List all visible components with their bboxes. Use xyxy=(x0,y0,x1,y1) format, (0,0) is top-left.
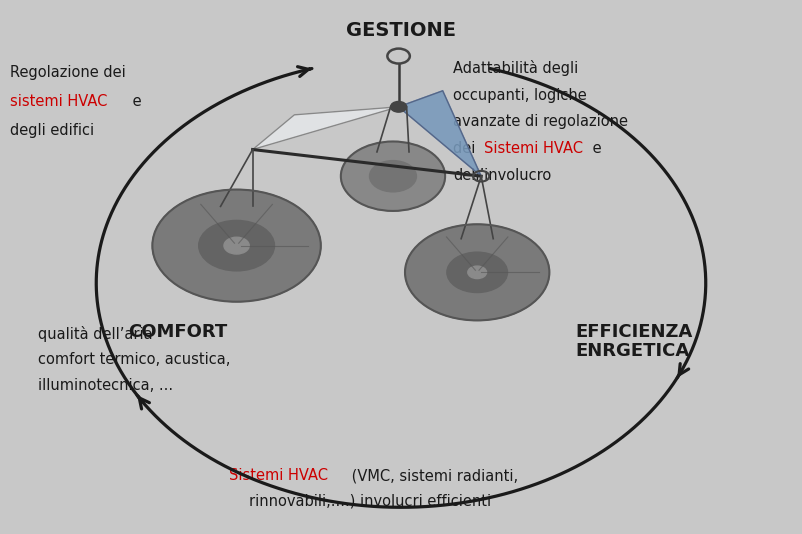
Text: illuminotecnica, ...: illuminotecnica, ... xyxy=(38,378,173,393)
Text: Regolazione dei: Regolazione dei xyxy=(10,65,125,80)
Text: GESTIONE: GESTIONE xyxy=(346,21,456,41)
Text: Adattabilità degli: Adattabilità degli xyxy=(453,60,578,76)
Text: e: e xyxy=(128,94,142,109)
Circle shape xyxy=(405,224,549,320)
Polygon shape xyxy=(253,107,399,150)
Text: (VMC, sistemi radianti,: (VMC, sistemi radianti, xyxy=(347,468,518,483)
Text: Sistemi HVAC: Sistemi HVAC xyxy=(484,141,582,156)
Text: degli edifici: degli edifici xyxy=(10,123,94,138)
Text: occupanti, logiche: occupanti, logiche xyxy=(453,88,587,103)
Circle shape xyxy=(341,142,445,211)
Circle shape xyxy=(468,266,487,279)
Text: EFFICIENZA
ENRGETICA: EFFICIENZA ENRGETICA xyxy=(576,323,693,360)
Polygon shape xyxy=(399,91,481,176)
Circle shape xyxy=(224,237,249,254)
Circle shape xyxy=(152,190,321,302)
Circle shape xyxy=(370,161,416,192)
Text: dell’involucro: dell’involucro xyxy=(453,168,552,183)
Text: qualità dell’aria: qualità dell’aria xyxy=(38,326,153,342)
Text: e: e xyxy=(588,141,602,156)
Text: sistemi HVAC: sistemi HVAC xyxy=(10,94,107,109)
Circle shape xyxy=(447,252,508,293)
Circle shape xyxy=(391,101,407,112)
Circle shape xyxy=(199,221,274,271)
Text: rinnovabili,....) involucri efficienti: rinnovabili,....) involucri efficienti xyxy=(249,493,491,508)
Text: avanzate di regolazione: avanzate di regolazione xyxy=(453,114,628,129)
Text: dei: dei xyxy=(453,141,480,156)
Text: Sistemi HVAC: Sistemi HVAC xyxy=(229,468,327,483)
Text: comfort termico, acustica,: comfort termico, acustica, xyxy=(38,352,231,367)
Text: COMFORT: COMFORT xyxy=(128,323,228,341)
